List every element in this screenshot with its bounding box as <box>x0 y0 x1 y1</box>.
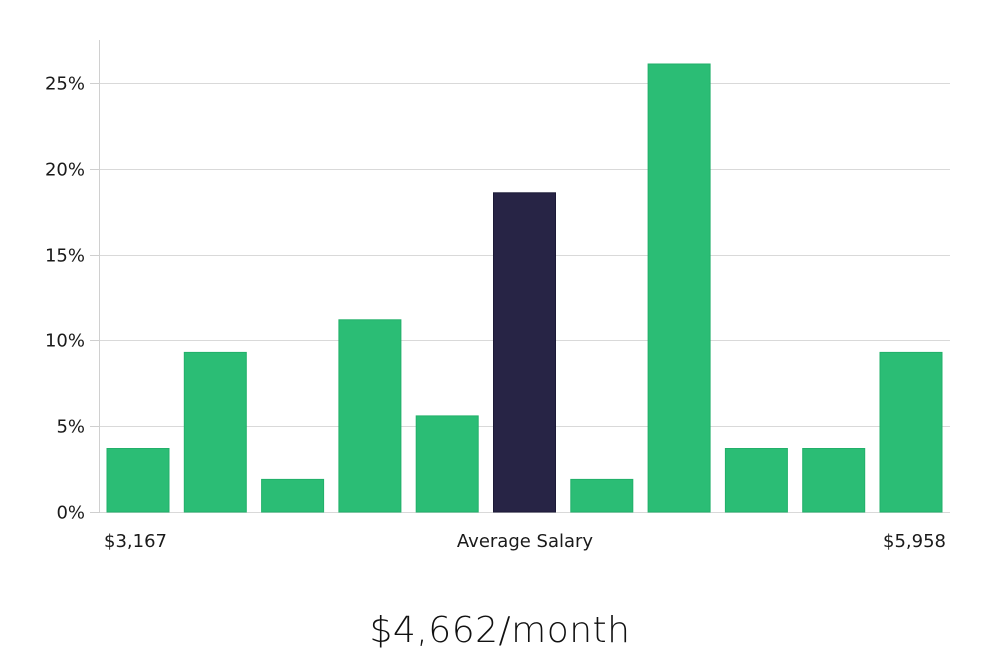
x-label-min: $3,167 <box>104 531 167 552</box>
y-axis-ticks: 0% 5% 10% 15% 20% 25% <box>45 74 100 524</box>
ytick-label-25: 25% <box>45 74 85 95</box>
ytick-label-15: 15% <box>45 246 85 267</box>
ytick-label-20: 20% <box>45 160 85 181</box>
x-label-max: $5,958 <box>883 531 946 552</box>
salary-histogram: 0% 5% 10% 15% 20% 25% $3,167 Average Salary $… <box>45 40 950 552</box>
bar-10 <box>879 351 943 513</box>
bar-1 <box>183 351 247 513</box>
ytick-label-0: 0% <box>56 503 85 524</box>
bar-7 <box>647 63 711 513</box>
bar-8 <box>724 448 788 513</box>
bar-3 <box>338 319 402 513</box>
bar-9 <box>802 448 866 513</box>
x-axis-title: Average Salary <box>457 531 594 552</box>
bar-0 <box>106 448 170 513</box>
bars <box>106 63 943 513</box>
ytick-label-10: 10% <box>45 331 85 352</box>
bar-4 <box>415 415 479 513</box>
bar-2 <box>261 478 325 513</box>
bar-average <box>493 192 556 513</box>
bar-6 <box>570 478 634 513</box>
average-salary-value: $4,662/month <box>369 610 631 651</box>
ytick-label-5: 5% <box>56 417 85 438</box>
